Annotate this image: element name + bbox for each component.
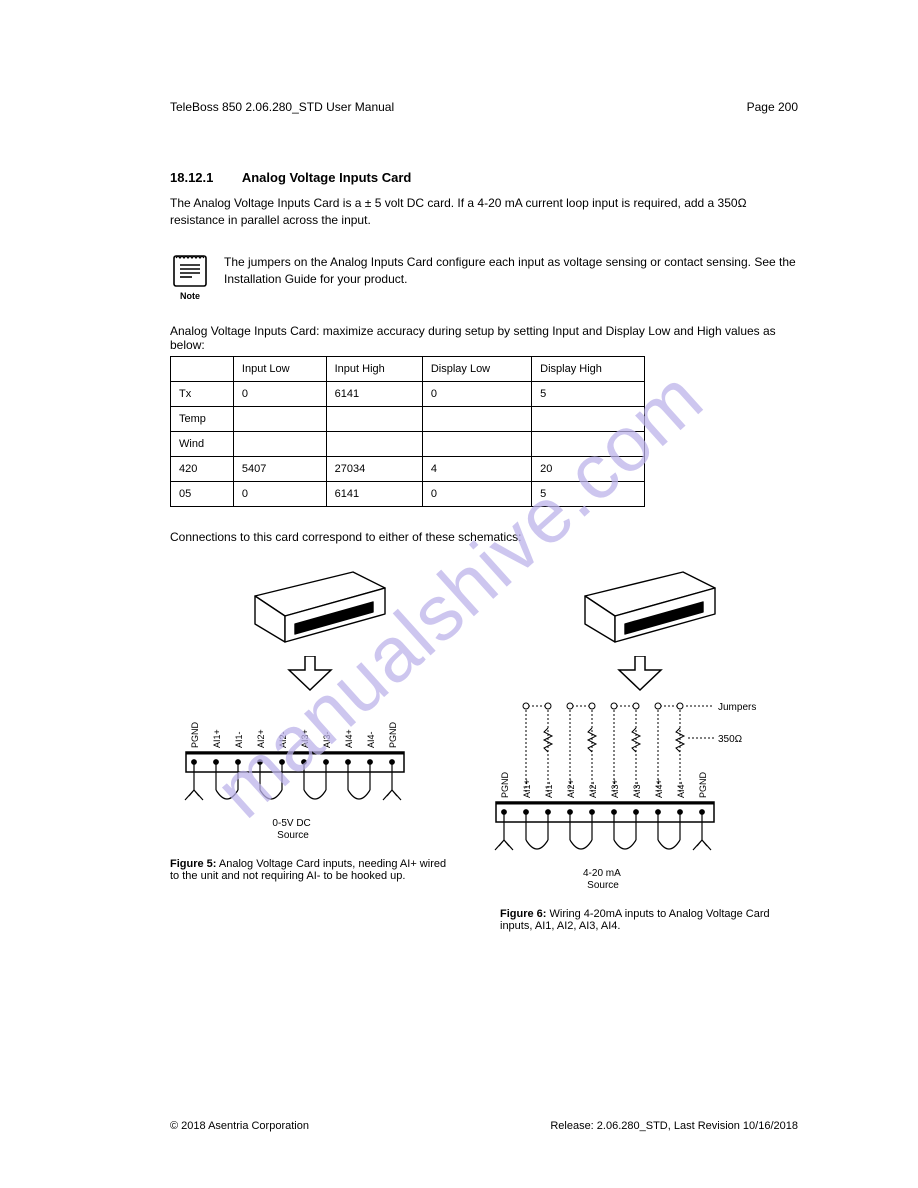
cell: 0 — [233, 481, 326, 506]
svg-text:PGND: PGND — [388, 722, 398, 749]
source-label-right: 4-20 mA Source — [583, 868, 623, 891]
figure-right: Jumpers 350Ω PGND AI1+ AI1- AI2+ AI2- AI… — [500, 562, 780, 932]
th-display-low: Display Low — [422, 356, 531, 381]
table-row: Tx 0 6141 0 5 — [171, 381, 645, 406]
cell: 0 — [422, 481, 531, 506]
svg-text:AI1+: AI1+ — [212, 729, 222, 748]
table-row: Wind — [171, 431, 645, 456]
svg-text:AI4-: AI4- — [366, 732, 376, 749]
device-drawing-left — [225, 562, 395, 662]
cell: 05 — [171, 481, 234, 506]
figure-caption-right-bold: Figure 6: — [500, 908, 546, 920]
svg-text:PGND: PGND — [500, 772, 510, 799]
page-footer: © 2018 Asentria Corporation Release: 2.0… — [170, 1120, 798, 1132]
cell — [233, 431, 326, 456]
figure-left: PGND AI1+ AI1- AI2+ AI2- AI3+ AI3- AI4+ … — [170, 562, 450, 932]
table-caption: Analog Voltage Inputs Card: maximize acc… — [170, 324, 798, 352]
cell: 20 — [532, 456, 645, 481]
svg-text:AI3-: AI3- — [322, 732, 332, 749]
analog-values-table: Input Low Input High Display Low Display… — [170, 356, 645, 507]
intro-paragraph: The Analog Voltage Inputs Card is a ± 5 … — [170, 195, 798, 230]
device-drawing-right — [555, 562, 725, 662]
svg-text:AI4+: AI4+ — [654, 779, 664, 798]
svg-text:AI2+: AI2+ — [566, 779, 576, 798]
svg-text:AI1-: AI1- — [234, 732, 244, 749]
table-row: Temp — [171, 406, 645, 431]
cell: 5407 — [233, 456, 326, 481]
svg-text:AI4-: AI4- — [676, 782, 686, 799]
svg-text:PGND: PGND — [190, 722, 200, 749]
cell: 4 — [422, 456, 531, 481]
terminal-diagram-right: Jumpers 350Ω PGND AI1+ AI1- AI2+ AI2- AI… — [490, 692, 790, 902]
cell: 6141 — [326, 381, 422, 406]
arrow-down-icon — [615, 656, 665, 692]
header-left: TeleBoss 850 2.06.280_STD User Manual — [170, 100, 394, 114]
footer-right: Release: 2.06.280_STD, Last Revision 10/… — [550, 1120, 798, 1132]
svg-text:AI1-: AI1- — [544, 782, 554, 799]
svg-text:AI3+: AI3+ — [300, 729, 310, 748]
svg-text:AI2+: AI2+ — [256, 729, 266, 748]
footer-left: © 2018 Asentria Corporation — [170, 1120, 309, 1132]
th-input-low: Input Low — [233, 356, 326, 381]
cell: Temp — [171, 406, 234, 431]
figure-caption-left-bold: Figure 5: — [170, 858, 216, 870]
cell: 5 — [532, 481, 645, 506]
page-header: TeleBoss 850 2.06.280_STD User Manual Pa… — [170, 100, 798, 114]
after-table-note: Connections to this card correspond to e… — [170, 529, 798, 546]
svg-text:AI1+: AI1+ — [522, 779, 532, 798]
cell — [422, 406, 531, 431]
section-heading: 18.12.1 Analog Voltage Inputs Card — [170, 169, 798, 187]
header-right: Page 200 — [747, 100, 798, 114]
cell — [233, 406, 326, 431]
figures-row: PGND AI1+ AI1- AI2+ AI2- AI3+ AI3- AI4+ … — [170, 562, 798, 932]
cell: 6141 — [326, 481, 422, 506]
cell — [532, 406, 645, 431]
section-number: 18.12.1 — [170, 170, 213, 185]
resistor-label: 350Ω — [718, 734, 743, 745]
arrow-down-icon — [285, 656, 335, 692]
jumpers-label: Jumpers — [718, 702, 756, 713]
note-block: Note The jumpers on the Analog Inputs Ca… — [170, 254, 798, 302]
svg-text:AI3+: AI3+ — [610, 779, 620, 798]
th-input-high: Input High — [326, 356, 422, 381]
th-blank — [171, 356, 234, 381]
cell: 27034 — [326, 456, 422, 481]
cell — [326, 406, 422, 431]
svg-text:AI3-: AI3- — [632, 782, 642, 799]
cell: 0 — [233, 381, 326, 406]
cell: 420 — [171, 456, 234, 481]
svg-text:AI2-: AI2- — [278, 732, 288, 749]
svg-text:AI4+: AI4+ — [344, 729, 354, 748]
figure-caption-right: Figure 6: Wiring 4-20mA inputs to Analog… — [500, 908, 780, 932]
note-icon: Note — [170, 254, 210, 302]
source-label-left: 0-5V DC Source — [272, 818, 313, 841]
table-row: 420 5407 27034 4 20 — [171, 456, 645, 481]
section-title: Analog Voltage Inputs Card — [242, 170, 412, 185]
cell — [532, 431, 645, 456]
cell: 5 — [532, 381, 645, 406]
table-row: 05 0 6141 0 5 — [171, 481, 645, 506]
cell: 0 — [422, 381, 531, 406]
cell — [422, 431, 531, 456]
svg-text:AI2-: AI2- — [588, 782, 598, 799]
terminal-diagram-left: PGND AI1+ AI1- AI2+ AI2- AI3+ AI3- AI4+ … — [180, 692, 440, 852]
figure-caption-left: Figure 5: Analog Voltage Card inputs, ne… — [170, 858, 450, 882]
table-header-row: Input Low Input High Display Low Display… — [171, 356, 645, 381]
svg-text:PGND: PGND — [698, 772, 708, 799]
cell: Wind — [171, 431, 234, 456]
svg-text:Note: Note — [180, 291, 200, 301]
note-text: The jumpers on the Analog Inputs Card co… — [224, 254, 798, 289]
th-display-high: Display High — [532, 356, 645, 381]
cell: Tx — [171, 381, 234, 406]
cell — [326, 431, 422, 456]
